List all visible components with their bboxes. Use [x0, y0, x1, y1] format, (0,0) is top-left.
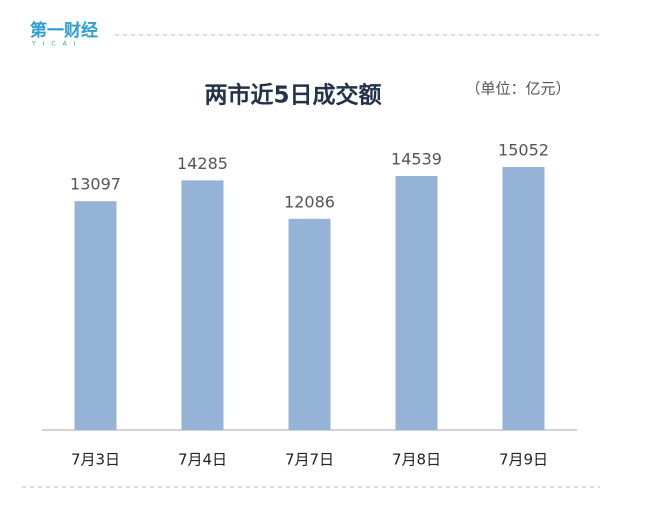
logo: 第一财经 — [30, 20, 98, 41]
x-tick-label: 7月8日 — [392, 451, 441, 469]
value-label: 12086 — [284, 192, 335, 211]
x-tick-label: 7月9日 — [499, 451, 548, 469]
bar — [395, 175, 438, 430]
bar — [74, 201, 117, 430]
bar — [181, 180, 224, 430]
logo-subtext: YICAI — [31, 41, 83, 48]
x-tick-label: 7月7日 — [285, 451, 334, 469]
chart-title: 两市近5日成交额 — [204, 82, 381, 109]
value-label: 14539 — [391, 149, 442, 168]
bar — [288, 218, 331, 430]
value-label: 15052 — [498, 141, 549, 160]
x-tick-label: 7月3日 — [71, 451, 120, 469]
value-label: 14285 — [177, 154, 228, 173]
value-label: 13097 — [70, 175, 121, 194]
unit-label: （单位：亿元） — [465, 80, 570, 98]
bar — [502, 167, 545, 430]
x-tick-label: 7月4日 — [178, 451, 227, 469]
